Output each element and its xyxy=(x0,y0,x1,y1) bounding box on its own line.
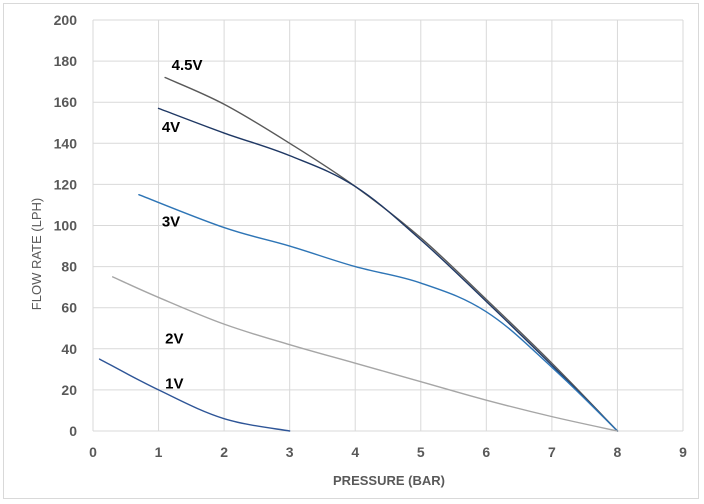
series-line-4v xyxy=(159,108,618,431)
series-labels: 4.5V 4V 3V 2V 1V xyxy=(162,57,203,393)
x-tick-label: 2 xyxy=(220,444,228,460)
tick-labels: 0 1 2 3 4 5 6 7 8 9 0 20 40 60 80 100 120 140 160 180 200 xyxy=(54,12,687,460)
x-tick-label: 6 xyxy=(482,444,490,460)
y-tick-label: 200 xyxy=(54,12,78,28)
y-tick-label: 40 xyxy=(61,341,77,357)
grid xyxy=(93,20,683,431)
y-tick-label: 160 xyxy=(54,94,78,110)
x-tick-label: 3 xyxy=(286,444,294,460)
series-label-1v: 1V xyxy=(165,376,183,393)
y-axis-title: FLOW RATE (LPH) xyxy=(29,198,44,310)
y-tick-label: 140 xyxy=(54,135,78,151)
y-tick-label: 20 xyxy=(61,382,77,398)
y-tick-label: 0 xyxy=(69,423,77,439)
x-tick-label: 9 xyxy=(679,444,687,460)
x-tick-label: 8 xyxy=(614,444,622,460)
x-tick-label: 5 xyxy=(417,444,425,460)
series-line-4-5v xyxy=(165,78,617,431)
y-tick-label: 80 xyxy=(61,259,77,275)
y-tick-label: 120 xyxy=(54,176,78,192)
y-tick-label: 180 xyxy=(54,53,78,69)
x-tick-label: 4 xyxy=(351,444,359,460)
y-tick-label: 100 xyxy=(54,218,78,234)
series-label-3v: 3V xyxy=(162,213,180,230)
series-line-3v xyxy=(139,195,618,431)
series-line-1v xyxy=(100,359,290,431)
x-tick-label: 0 xyxy=(89,444,97,460)
x-axis-title: PRESSURE (BAR) xyxy=(333,473,445,488)
y-tick-label: 60 xyxy=(61,300,77,316)
series-label-4v: 4V xyxy=(162,119,180,136)
series-label-2v: 2V xyxy=(165,331,183,348)
x-tick-label: 1 xyxy=(155,444,163,460)
x-tick-label: 7 xyxy=(548,444,556,460)
series-label-4-5v: 4.5V xyxy=(172,57,203,74)
